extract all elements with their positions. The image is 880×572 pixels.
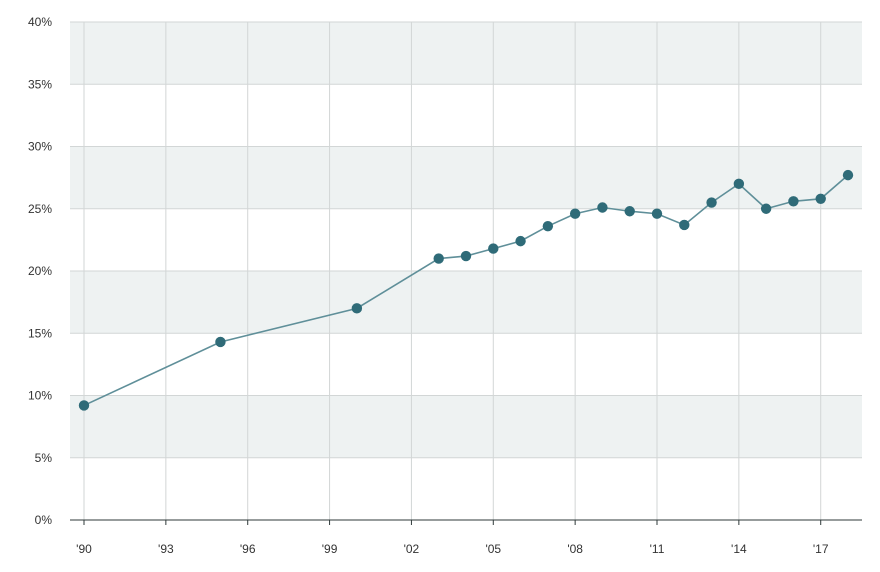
data-point <box>842 169 854 181</box>
x-tick-label: '99 <box>322 542 338 556</box>
background-band <box>70 271 862 334</box>
x-tick-label: '90 <box>76 542 92 556</box>
data-point <box>815 193 826 204</box>
data-point <box>624 206 635 217</box>
data-point <box>706 197 717 208</box>
x-tick-label: '14 <box>731 542 747 556</box>
data-point <box>215 336 226 348</box>
x-tick-label: '17 <box>813 542 829 556</box>
y-tick-label: 0% <box>35 513 53 527</box>
data-point <box>597 202 608 213</box>
data-series <box>78 169 854 411</box>
data-point <box>433 253 444 264</box>
y-tick-label: 25% <box>28 202 52 216</box>
data-point <box>488 243 499 254</box>
data-point <box>733 178 745 190</box>
data-point <box>651 208 663 219</box>
background-bands <box>70 22 862 458</box>
data-point <box>78 400 90 411</box>
x-tick-label: '96 <box>240 542 256 556</box>
y-tick-label: 40% <box>28 15 52 29</box>
y-tick-label: 5% <box>35 451 53 465</box>
y-tick-label: 30% <box>28 140 52 154</box>
data-point <box>515 235 526 247</box>
data-point <box>569 208 581 219</box>
x-tick-label: '11 <box>650 542 665 556</box>
background-band <box>70 395 862 458</box>
data-point <box>760 203 772 214</box>
y-tick-label: 20% <box>28 264 52 278</box>
y-tick-label: 35% <box>28 77 52 91</box>
data-point <box>542 220 554 232</box>
x-tick-label: '93 <box>158 542 174 556</box>
x-axis-tick-marks <box>83 520 822 525</box>
y-tick-label: 10% <box>28 389 52 403</box>
data-point <box>788 196 799 207</box>
x-axis-tick-labels: '90 '93 '96 '99 '02 '05 '08 '11 '14 '17 <box>76 542 829 556</box>
y-axis-tick-labels: 0% 5% 10% 15% 20% 25% 30% 35% 40% <box>28 15 52 527</box>
data-point <box>460 250 472 262</box>
x-tick-label: '08 <box>567 542 583 556</box>
background-band <box>70 146 862 209</box>
background-band <box>70 22 862 85</box>
data-point <box>679 219 690 231</box>
x-tick-label: '05 <box>485 542 501 556</box>
data-point <box>351 303 363 314</box>
x-tick-label: '02 <box>404 542 420 556</box>
y-tick-label: 15% <box>28 326 52 340</box>
